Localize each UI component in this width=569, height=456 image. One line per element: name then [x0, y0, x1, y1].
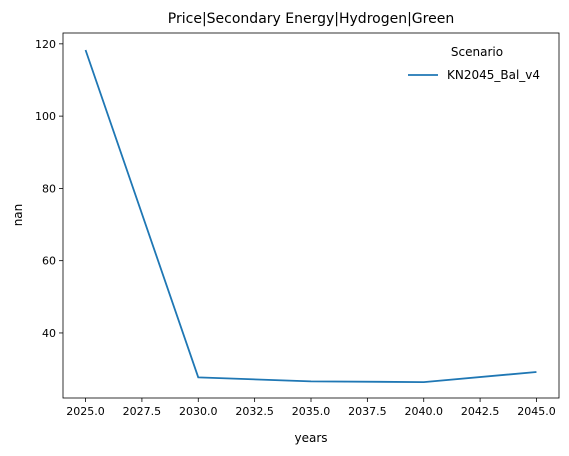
x-axis-label: years — [294, 431, 327, 445]
x-tick-label: 2025.0 — [66, 405, 105, 418]
plot-area-frame — [62, 32, 560, 399]
legend-title: Scenario — [451, 45, 503, 59]
series-layer — [84, 49, 537, 384]
axis-ticks: 2025.0 2027.5 2030.0 2032.5 2035.0 2037.5 2040… — [35, 38, 556, 418]
x-tick-label: 2030.0 — [179, 405, 218, 418]
chart-title: Price|Secondary Energy|Hydrogen|Green — [168, 11, 454, 27]
legend-label-kn2045-bal-v4: KN2045_Bal_v4 — [447, 68, 540, 82]
x-tick-label: 2045.0 — [517, 405, 556, 418]
x-tick-label: 2027.5 — [123, 405, 162, 418]
y-tick-label: 40 — [42, 327, 56, 340]
y-axis-label: nan — [11, 204, 25, 227]
y-tick-label: 60 — [42, 255, 56, 268]
y-tick-label: 100 — [35, 110, 56, 123]
x-tick-label: 2037.5 — [348, 405, 387, 418]
legend: Scenario KN2045_Bal_v4 — [408, 45, 540, 82]
y-tick-label: 80 — [42, 182, 56, 195]
x-tick-label: 2042.5 — [461, 405, 500, 418]
y-tick-label: 120 — [35, 38, 56, 51]
x-tick-label: 2035.0 — [292, 405, 331, 418]
x-tick-label: 2040.0 — [404, 405, 443, 418]
x-tick-label: 2032.5 — [235, 405, 274, 418]
